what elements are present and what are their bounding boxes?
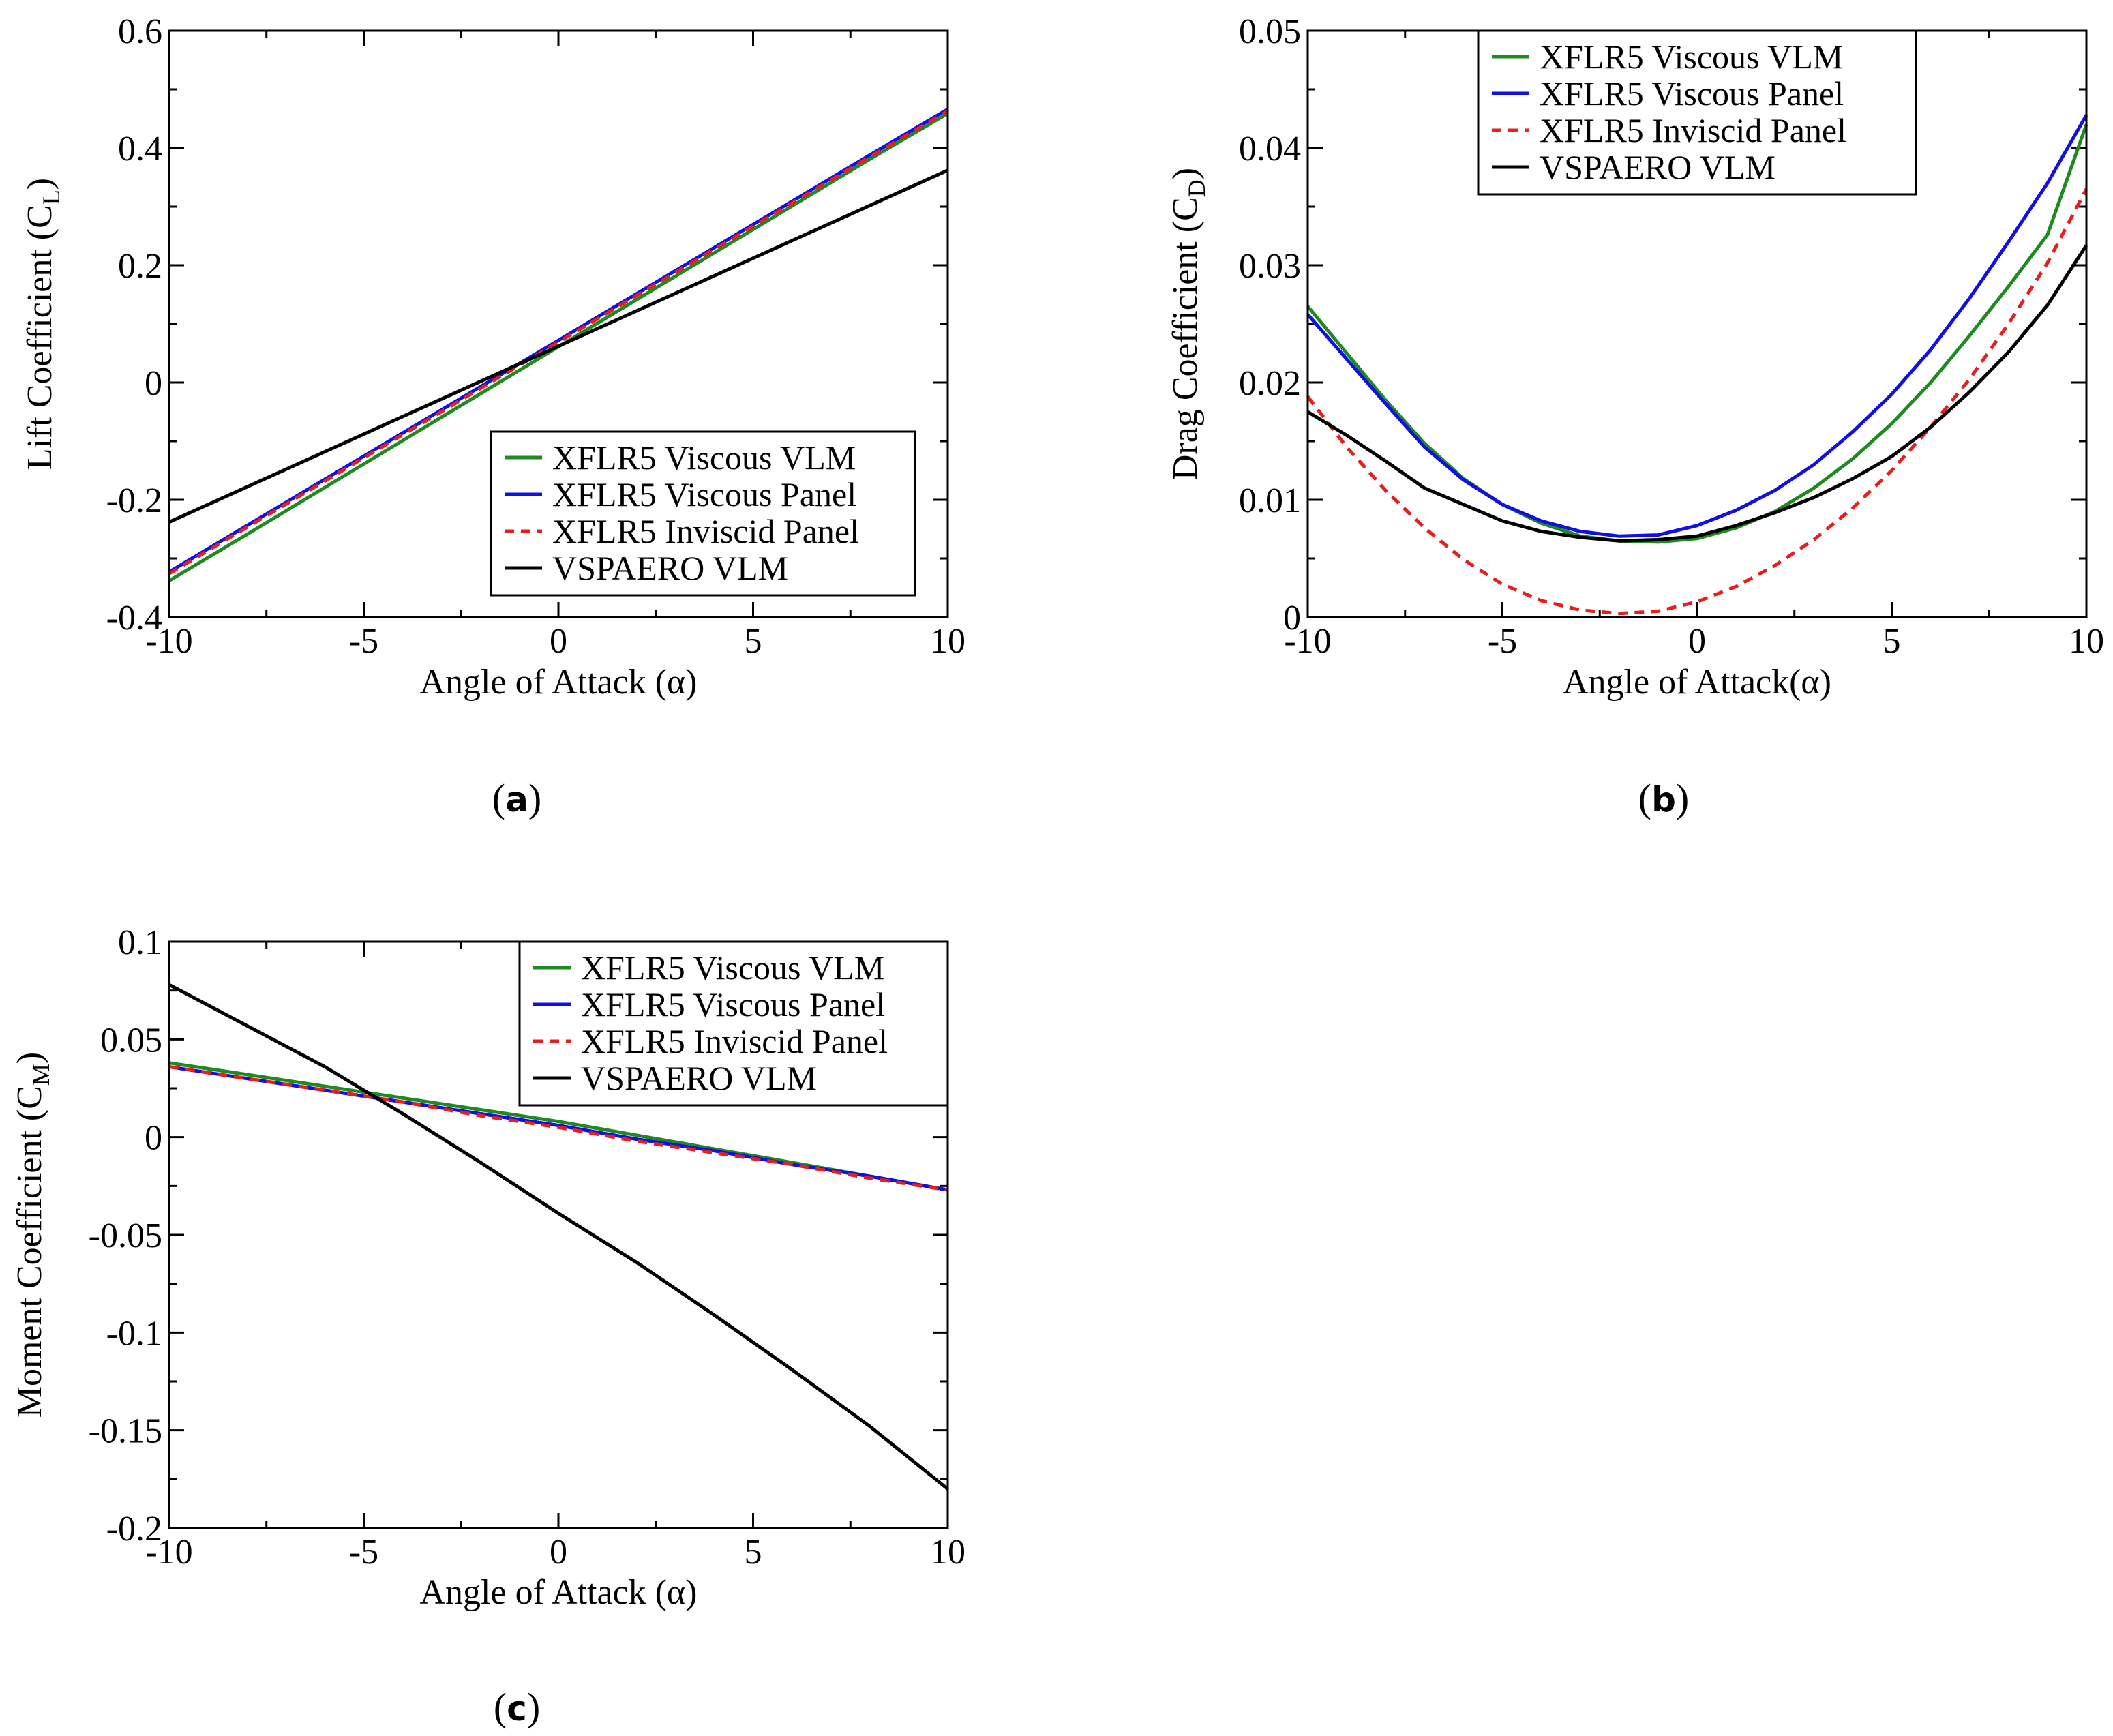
lift-y-tick-label: -0.2 xyxy=(106,481,162,520)
moment-caption-open: ( xyxy=(494,1685,507,1729)
moment-y-tick-label: -0.05 xyxy=(89,1216,162,1255)
lift-x-tick-label: -5 xyxy=(349,622,378,661)
drag-legend-label: XFLR5 Viscous VLM xyxy=(1540,38,1843,76)
lift-y-label-close: ) xyxy=(20,178,59,190)
moment-x-axis-label: Angle of Attack (α) xyxy=(419,1573,697,1612)
moment-x-tick-label: -5 xyxy=(349,1533,378,1572)
moment-y-tick-label: 0.1 xyxy=(118,923,162,962)
lift-x-tick-label: 0 xyxy=(550,622,567,661)
moment-caption: (c) xyxy=(494,1685,540,1729)
drag-series-xflr5-viscous-vlm xyxy=(1306,123,2088,544)
moment-y-label-sub: M xyxy=(27,1064,55,1086)
drag-series xyxy=(1306,114,2088,616)
moment-legend-label: VSPAERO VLM xyxy=(581,1059,817,1097)
lift-caption-close: ) xyxy=(528,776,541,820)
drag-caption-close: ) xyxy=(1676,776,1689,820)
lift-series-xflr5-inviscid-panel xyxy=(168,109,949,575)
drag-caption: (b) xyxy=(1638,776,1689,820)
drag-y-tick-label: 0.05 xyxy=(1239,12,1301,51)
lift-y-label-main: Lift Coefficient (C xyxy=(20,205,59,470)
moment-y-tick-label: 0 xyxy=(145,1119,162,1158)
lift-y-tick-label: 0.4 xyxy=(118,130,162,168)
panel-lift-coefficient: -10 -5 0 5 10 -0.4 -0.2 0 0.2 0.4 0.6 Angle of Att… xyxy=(20,12,965,820)
moment-caption-close: ) xyxy=(527,1685,540,1729)
lift-y-axis-label: Lift Coefficient (CL) xyxy=(20,178,65,470)
moment-legend-label: XFLR5 Viscous Panel xyxy=(581,985,885,1023)
lift-y-label-sub: L xyxy=(38,190,65,205)
lift-legend-label: XFLR5 Inviscid Panel xyxy=(552,512,859,550)
moment-series xyxy=(168,983,949,1491)
drag-x-tick-label: -5 xyxy=(1488,622,1517,661)
moment-legend-box xyxy=(518,940,949,1107)
moment-legend-label: XFLR5 Inviscid Panel xyxy=(581,1022,888,1060)
drag-y-tick-label: 0 xyxy=(1283,599,1301,638)
lift-y-tick-label: 0 xyxy=(145,364,162,403)
drag-series-xflr5-inviscid-panel xyxy=(1306,188,2088,616)
drag-y-tick-label: 0.04 xyxy=(1239,130,1301,168)
moment-y-label-close: ) xyxy=(10,1052,49,1064)
lift-y-tick-label: 0.6 xyxy=(118,12,162,51)
lift-x-tick-label: -10 xyxy=(145,622,192,661)
moment-x-tick-label: 0 xyxy=(550,1533,567,1572)
panel-drag-coefficient: -10 -5 0 5 10 0 0.01 0.02 0.03 0.04 0.05 Angle of … xyxy=(1166,12,2104,820)
lift-caption-open: ( xyxy=(492,776,505,820)
moment-caption-letter: c xyxy=(507,1689,527,1728)
moment-y-tick-label: -0.1 xyxy=(106,1314,162,1353)
moment-legend-label: XFLR5 Viscous VLM xyxy=(581,948,884,987)
moment-y-tick-label: -0.2 xyxy=(106,1510,162,1548)
drag-y-tick-label: 0.01 xyxy=(1239,481,1301,520)
drag-caption-open: ( xyxy=(1638,776,1651,820)
lift-caption-letter: a xyxy=(505,780,528,820)
drag-y-label-sub: D xyxy=(1183,179,1210,197)
lift-x-tick-label: 10 xyxy=(930,622,965,661)
drag-y-tick-label: 0.03 xyxy=(1239,247,1301,286)
drag-series-vspaero-vlm xyxy=(1306,244,2088,543)
moment-y-label-main: Moment Coefficient (C xyxy=(10,1086,49,1418)
drag-caption-letter: b xyxy=(1651,780,1676,820)
drag-y-axis-label: Drag Coefficient (CD) xyxy=(1166,168,1210,480)
moment-series-vspaero-vlm xyxy=(168,983,949,1491)
lift-y-tick-label: -0.4 xyxy=(106,599,162,638)
drag-y-tick-label: 0.02 xyxy=(1239,364,1301,403)
moment-y-tick-label: -0.15 xyxy=(89,1412,162,1451)
panel-moment-coefficient: -10 -5 0 5 10 -0.2 -0.15 -0.1 -0.05 0 0.05 0.1 Angl… xyxy=(10,923,965,1729)
lift-legend-label: XFLR5 Viscous Panel xyxy=(552,475,856,513)
drag-tick-labels: -10 -5 0 5 10 0 0.01 0.02 0.03 0.04 0.05 xyxy=(1239,12,2104,661)
lift-plot-frame xyxy=(168,29,949,618)
drag-legend-box xyxy=(1477,29,1917,196)
lift-legend-label: VSPAERO VLM xyxy=(552,549,788,587)
lift-series-vspaero-vlm xyxy=(168,168,949,524)
drag-legend-label: XFLR5 Viscous Panel xyxy=(1540,74,1844,113)
drag-x-tick-label: -10 xyxy=(1284,622,1331,661)
moment-series-xflr5-inviscid-panel xyxy=(168,1065,948,1192)
moment-x-tick-label: 10 xyxy=(930,1533,965,1572)
lift-x-tick-label: 5 xyxy=(745,622,762,661)
lift-legend-box xyxy=(490,430,916,597)
moment-tick-labels: -10 -5 0 5 10 -0.2 -0.15 -0.1 -0.05 0 0.05 0.1 xyxy=(89,923,965,1572)
moment-y-tick-label: 0.05 xyxy=(100,1021,162,1060)
drag-x-tick-label: 5 xyxy=(1883,622,1901,661)
lift-tick-labels: -10 -5 0 5 10 -0.4 -0.2 0 0.2 0.4 0.6 xyxy=(106,12,965,661)
drag-legend-label: XFLR5 Inviscid Panel xyxy=(1540,111,1846,149)
drag-x-axis-label: Angle of Attack(α) xyxy=(1563,663,1831,702)
lift-series xyxy=(168,108,949,582)
drag-x-tick-label: 0 xyxy=(1688,622,1706,661)
lift-x-axis-label: Angle of Attack (α) xyxy=(419,663,697,702)
moment-x-tick-label: -10 xyxy=(145,1533,192,1572)
drag-legend-label: VSPAERO VLM xyxy=(1540,148,1775,186)
drag-y-label-main: Drag Coefficient (C xyxy=(1166,197,1205,480)
drag-x-tick-label: 10 xyxy=(2069,622,2104,661)
drag-series-xflr5-viscous-panel xyxy=(1306,114,2088,538)
lift-caption: (a) xyxy=(492,776,541,820)
drag-y-label-close: ) xyxy=(1166,168,1205,179)
lift-legend-label: XFLR5 Viscous VLM xyxy=(552,438,856,477)
lift-y-tick-label: 0.2 xyxy=(118,247,162,286)
moment-x-tick-label: 5 xyxy=(745,1533,762,1572)
moment-y-axis-label: Moment Coefficient (CM) xyxy=(10,1052,55,1418)
